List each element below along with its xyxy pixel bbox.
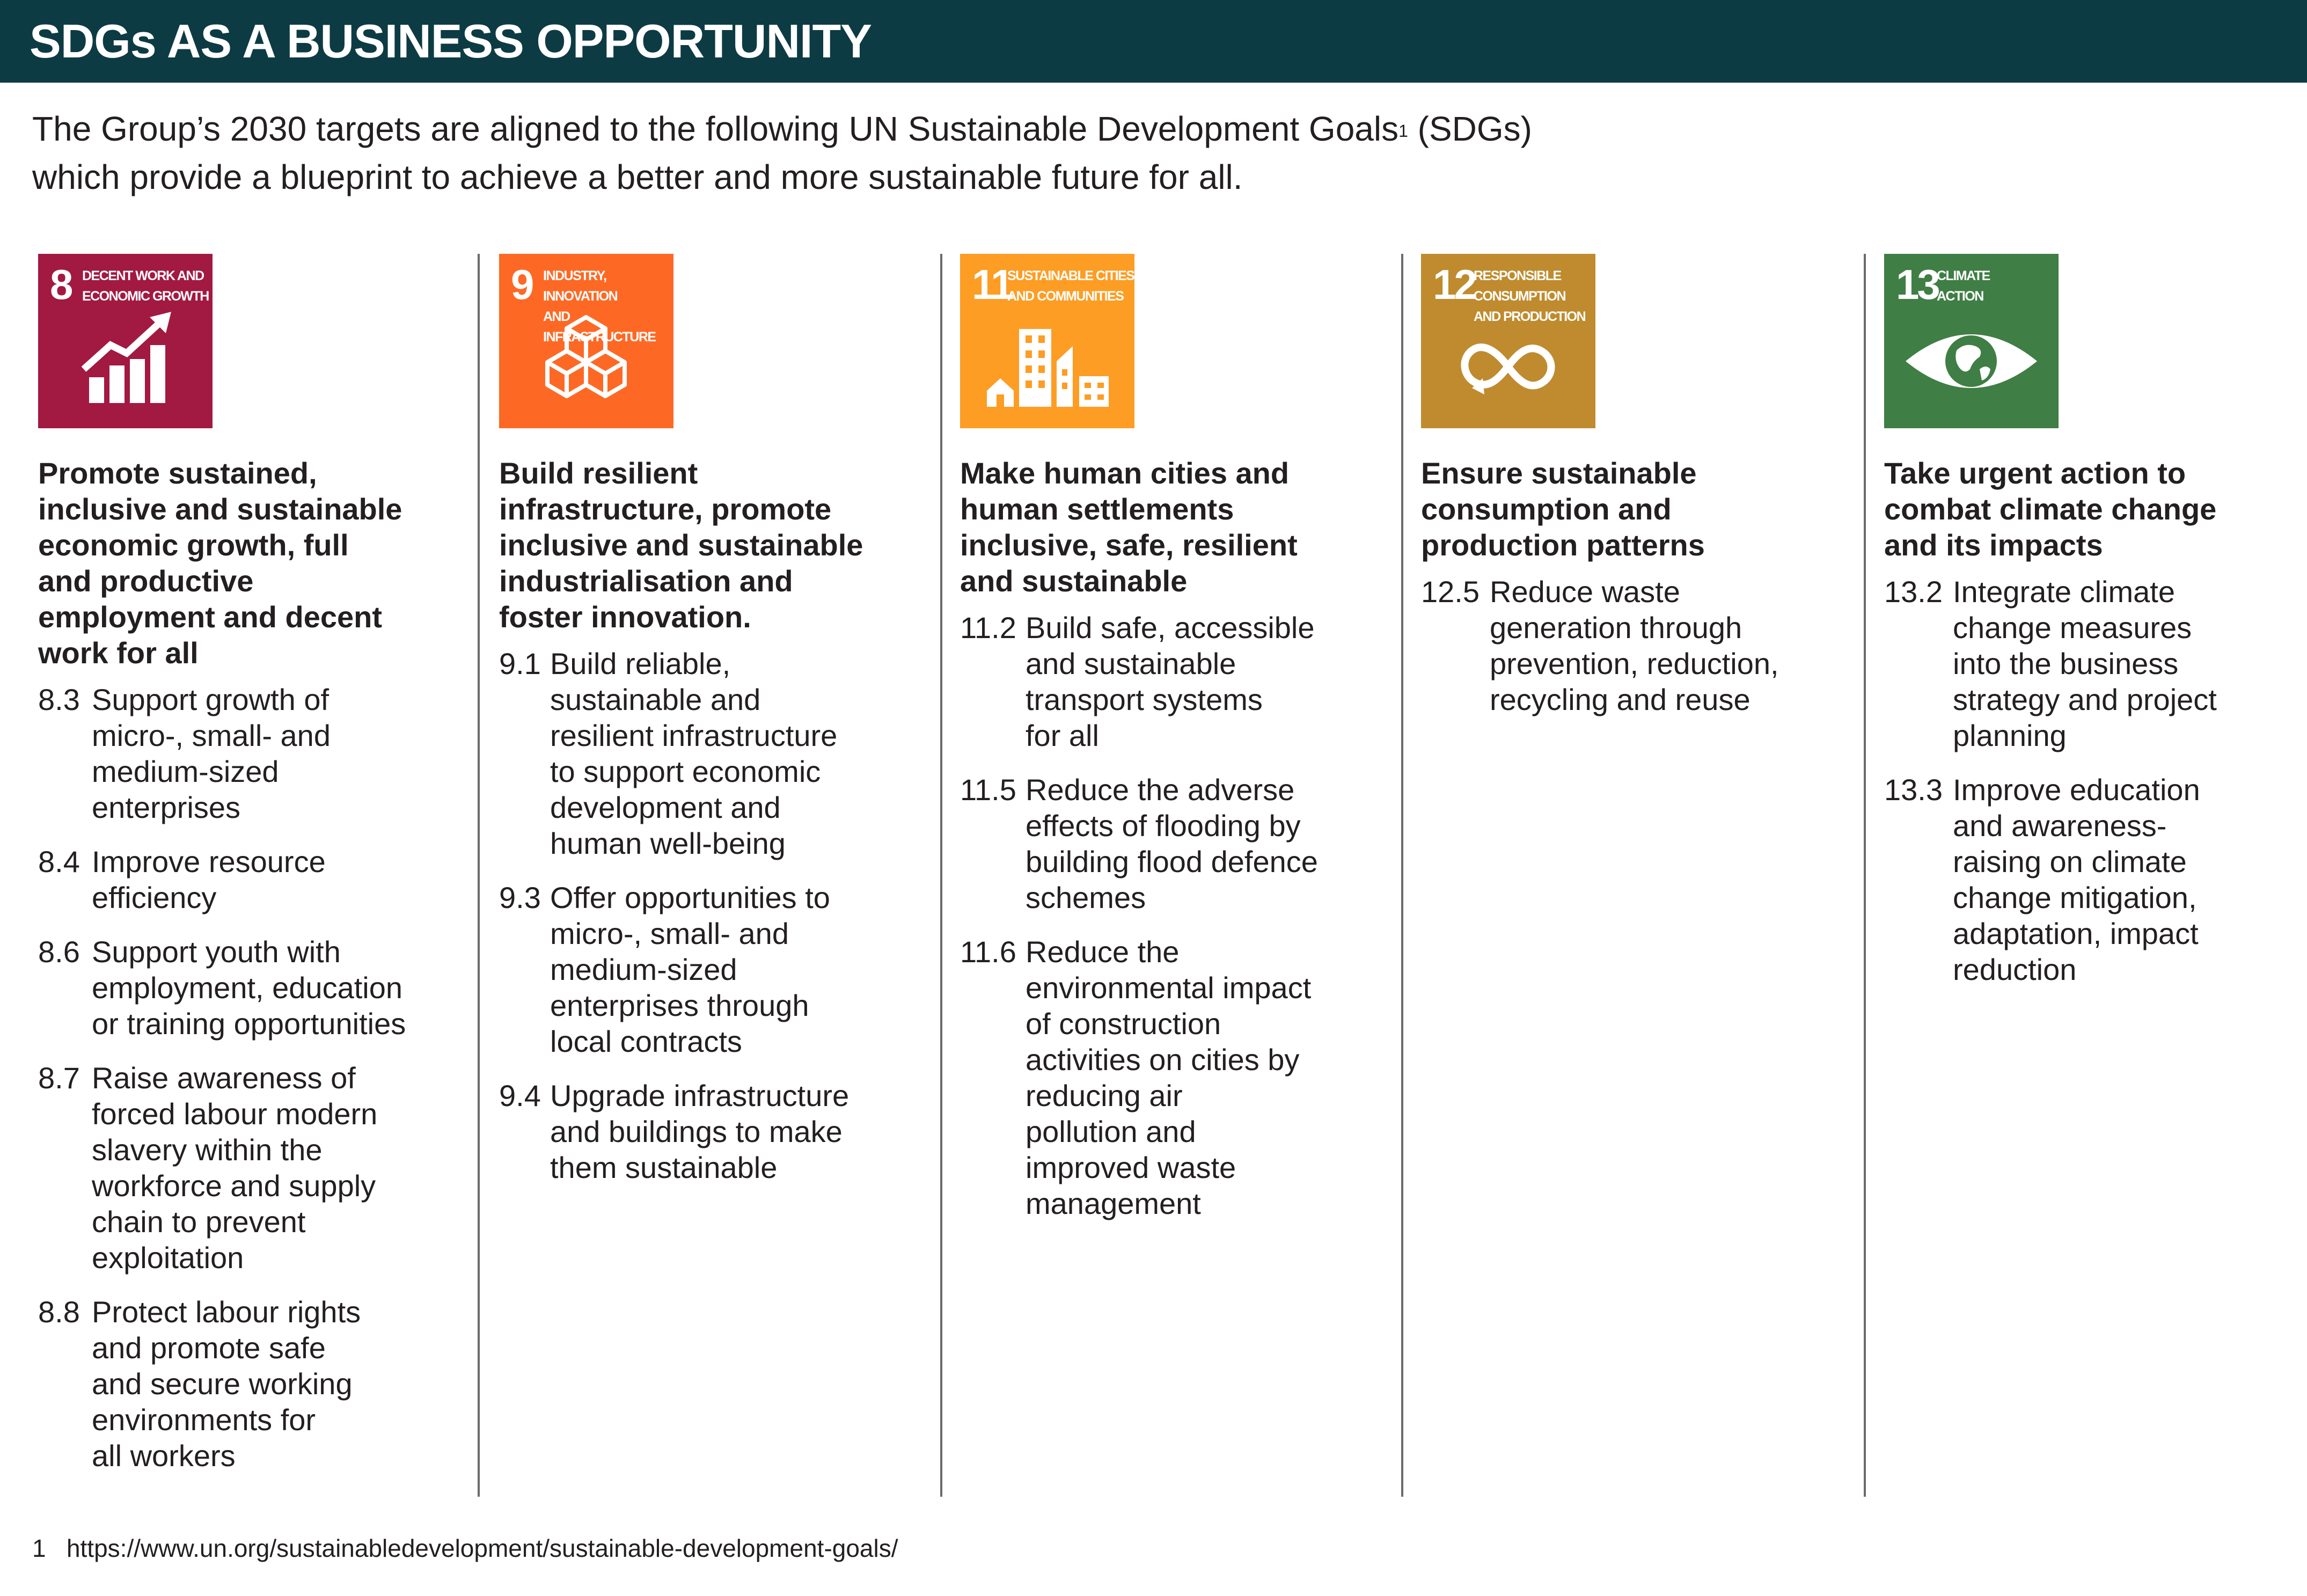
sdg-number: 12 <box>1433 261 1477 308</box>
target-list: 9.1 Build reliable, sustainable and resil… <box>499 646 928 1185</box>
intro-line-1-end: (SDGs) <box>1408 109 1532 148</box>
target-text: Reduce waste generation through preventi… <box>1490 575 1779 716</box>
target-item: 9.3 Offer opportunities to micro-, small-… <box>499 880 928 1059</box>
target-number: 8.6 <box>38 935 80 969</box>
footnote-link[interactable]: https://www.un.org/sustainabledevelopmen… <box>66 1534 898 1562</box>
sdg-tile-label: SUSTAINABLE CITIES AND COMMUNITIES <box>1007 268 1135 304</box>
sdg-11-tile: 11 SUSTAINABLE CITIES AND COMMUNITIES <box>960 254 1135 428</box>
column-divider <box>1401 254 1403 1497</box>
sdg-tile-label: DECENT WORK AND ECONOMIC GROWTH <box>82 268 209 304</box>
intro-line-2: which provide a blueprint to achieve a b… <box>32 158 1243 196</box>
target-item: 8.4 Improve resource efficiency <box>38 844 467 916</box>
target-number: 13.2 <box>1884 575 1943 609</box>
target-item: 9.4 Upgrade infrastructure and buildings … <box>499 1078 928 1185</box>
target-item: 13.2 Integrate climate change measures in… <box>1884 574 2303 753</box>
sdg-9-tile: 9 INDUSTRY, INNOVATION AND INFRASTRUCTUR… <box>499 254 673 428</box>
target-item: 9.1 Build reliable, sustainable and resil… <box>499 646 928 861</box>
target-number: 9.1 <box>499 647 541 680</box>
target-text: Upgrade infrastructure and buildings to … <box>550 1079 849 1184</box>
target-text: Support youth with employment, education… <box>92 935 406 1041</box>
goal-column-13: 13 CLIMATE ACTION Take urgent action to … <box>1884 254 2303 1006</box>
goal-heading: Ensure sustainable consumption and produ… <box>1421 456 1705 562</box>
column-divider <box>940 254 942 1497</box>
target-list: 13.2 Integrate climate change measures in… <box>1884 574 2303 987</box>
target-item: 8.3 Support growth of micro-, small- and … <box>38 682 467 825</box>
goal-heading: Take urgent action to combat climate cha… <box>1884 456 2217 562</box>
sdg-number: 11 <box>972 261 1014 308</box>
target-text: Reduce the environmental impact of const… <box>1026 935 1312 1220</box>
footnote: 1 https://www.un.org/sustainabledevelopm… <box>32 1532 898 1564</box>
goal-heading: Make human cities and human settlements … <box>960 456 1298 598</box>
target-text: Build reliable, sustainable and resilien… <box>550 647 838 860</box>
sdg-tile-label: INDUSTRY, INNOVATION AND INFRASTRUCTURE <box>543 268 656 345</box>
column-divider <box>478 254 480 1497</box>
goal-heading: Promote sustained, inclusive and sustain… <box>38 456 402 670</box>
target-text: Raise awareness of forced labour modern … <box>92 1061 378 1275</box>
target-item: 8.8 Protect labour rights and promote saf… <box>38 1294 467 1474</box>
target-number: 13.3 <box>1884 773 1943 807</box>
city-buildings-icon <box>960 254 1134 428</box>
target-item: 11.6 Reduce the environmental impact of c… <box>960 934 1389 1221</box>
target-number: 8.3 <box>38 683 80 716</box>
page-header: SDGs AS A BUSINESS OPPORTUNITY <box>0 0 2307 83</box>
intro-line-1: The Group’s 2030 targets are aligned to … <box>32 109 1399 148</box>
column-divider <box>1864 254 1866 1497</box>
target-number: 8.8 <box>38 1295 80 1329</box>
target-number: 9.3 <box>499 881 541 914</box>
sdg-13-tile: 13 CLIMATE ACTION <box>1884 254 2059 428</box>
sdg-number: 8 <box>50 261 73 308</box>
target-list: 11.2 Build safe, accessible and sustainab… <box>960 610 1389 1221</box>
sdg-tile-label: CLIMATE ACTION <box>1937 268 1990 304</box>
intro-paragraph: The Group’s 2030 targets are aligned to … <box>32 105 1749 201</box>
infinity-icon <box>1421 254 1595 428</box>
target-item: 8.7 Raise awareness of forced labour mode… <box>38 1060 467 1276</box>
target-item: 11.5 Reduce the adverse effects of floodi… <box>960 772 1389 916</box>
footnote-mark: 1 <box>32 1534 46 1562</box>
target-number: 8.7 <box>38 1061 80 1095</box>
target-number: 11.6 <box>960 935 1016 969</box>
earth-eye-icon <box>1884 254 2059 428</box>
growth-chart-icon <box>38 254 213 428</box>
goal-heading: Build resilient infrastructure, promote … <box>499 456 863 634</box>
goal-column-8: 8 DECENT WORK AND ECONOMIC GROWTH Promot… <box>38 254 467 1492</box>
goal-column-9: 9 INDUSTRY, INNOVATION AND INFRASTRUCTUR… <box>499 254 928 1204</box>
target-number: 9.4 <box>499 1079 541 1112</box>
target-text: Improve resource efficiency <box>92 845 326 914</box>
page-title: SDGs AS A BUSINESS OPPORTUNITY <box>30 14 872 68</box>
target-list: 12.5 Reduce waste generation through prev… <box>1421 574 1850 718</box>
target-text: Protect labour rights and promote safe a… <box>92 1295 361 1473</box>
sdg-tile-label: RESPONSIBLE CONSUMPTION AND PRODUCTION <box>1474 268 1586 324</box>
target-text: Reduce the adverse effects of flooding b… <box>1026 773 1318 914</box>
target-list: 8.3 Support growth of micro-, small- and … <box>38 682 467 1474</box>
target-item: 13.3 Improve education and awareness- rai… <box>1884 772 2303 987</box>
sdg-number: 9 <box>511 261 534 308</box>
target-item: 11.2 Build safe, accessible and sustainab… <box>960 610 1389 753</box>
target-number: 11.2 <box>960 611 1016 645</box>
target-text: Build safe, accessible and sustainable t… <box>1026 611 1315 752</box>
sdg-8-tile: 8 DECENT WORK AND ECONOMIC GROWTH <box>38 254 213 428</box>
target-number: 8.4 <box>38 845 80 878</box>
goal-column-12: 12 RESPONSIBLE CONSUMPTION AND PRODUCTIO… <box>1421 254 1850 736</box>
sdg-12-tile: 12 RESPONSIBLE CONSUMPTION AND PRODUCTIO… <box>1421 254 1595 428</box>
target-text: Support growth of micro-, small- and med… <box>92 683 331 824</box>
target-text: Offer opportunities to micro-, small- an… <box>550 881 830 1058</box>
target-item: 8.6 Support youth with employment, educat… <box>38 934 467 1042</box>
target-text: Improve education and awareness- raising… <box>1953 773 2200 986</box>
cubes-icon <box>499 254 673 428</box>
target-item: 12.5 Reduce waste generation through prev… <box>1421 574 1850 718</box>
sdg-number: 13 <box>1896 261 1940 308</box>
target-text: Integrate climate change measures into t… <box>1953 575 2217 752</box>
target-number: 12.5 <box>1421 575 1480 609</box>
goal-column-11: 11 SUSTAINABLE CITIES AND COMMUNITIES Ma… <box>960 254 1389 1240</box>
target-number: 11.5 <box>960 773 1016 807</box>
footnote-reference[interactable]: 1 <box>1398 121 1408 141</box>
